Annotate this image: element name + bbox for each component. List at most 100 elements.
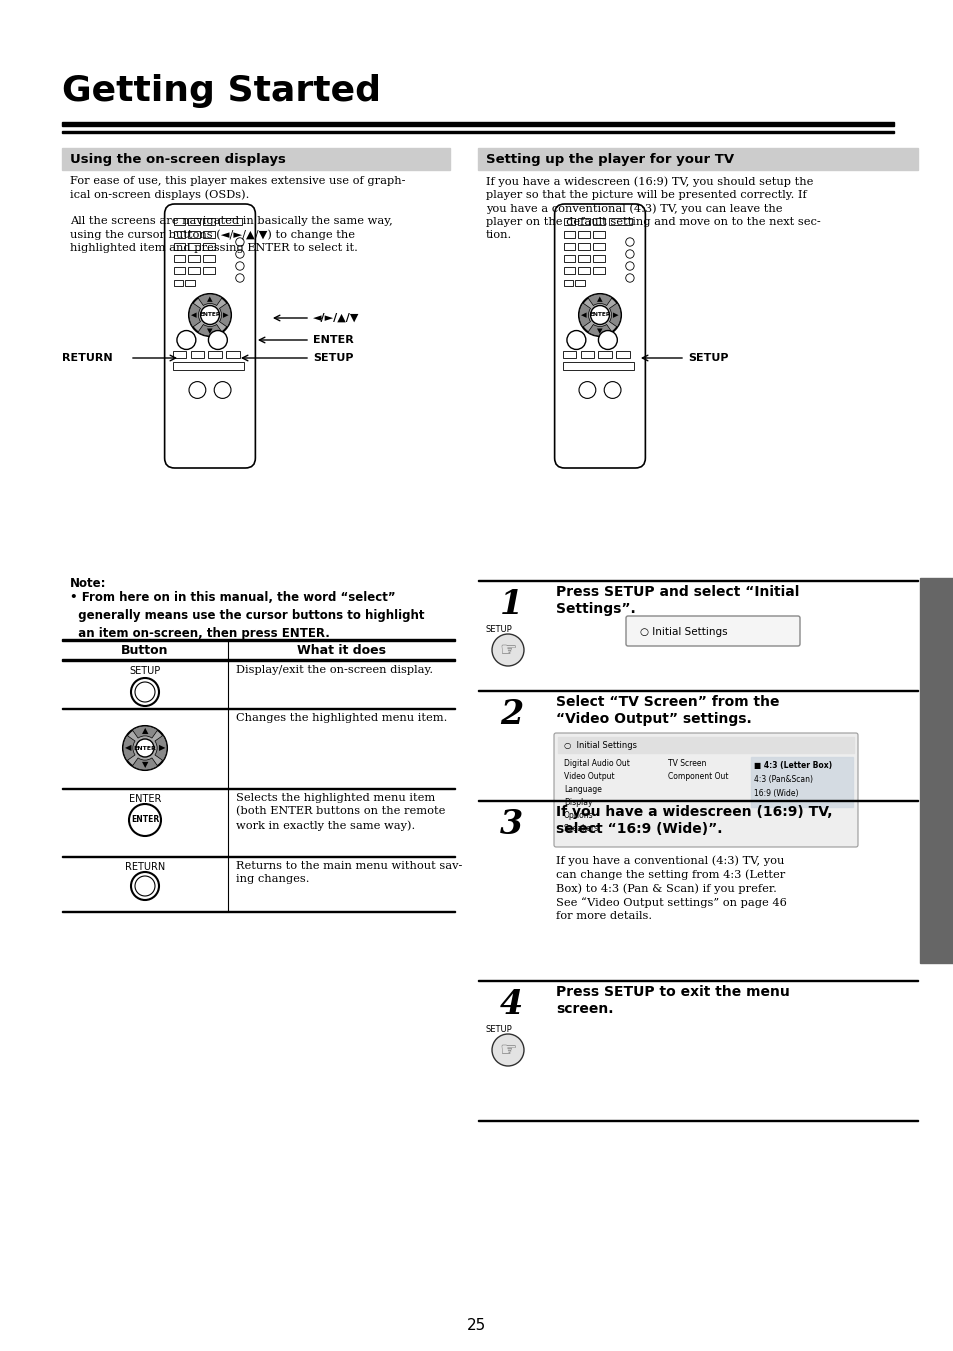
Bar (563, 254, 575, 262)
Circle shape (135, 875, 154, 896)
Text: ◀: ◀ (192, 312, 197, 317)
Bar (593, 266, 604, 274)
Text: SETUP: SETUP (130, 666, 160, 676)
Bar (203, 243, 214, 250)
Wedge shape (132, 758, 157, 770)
Circle shape (189, 381, 206, 399)
Circle shape (235, 250, 244, 258)
Text: Press SETUP and select “Initial
Settings”.: Press SETUP and select “Initial Settings… (556, 585, 799, 616)
Text: Getting Started: Getting Started (62, 74, 380, 108)
Circle shape (123, 725, 167, 770)
Bar (477, 689, 917, 690)
Text: Setting up the player for your TV: Setting up the player for your TV (485, 154, 734, 166)
Circle shape (235, 274, 244, 282)
Bar (173, 218, 185, 226)
Text: Language: Language (563, 785, 601, 794)
Bar (189, 231, 200, 238)
Bar (477, 149, 917, 170)
Bar (477, 800, 917, 801)
FancyBboxPatch shape (554, 204, 644, 467)
Bar (218, 218, 242, 226)
Bar (62, 149, 450, 170)
Circle shape (578, 381, 596, 399)
Text: If you have a conventional (4:3) TV, you
can change the setting from 4:3 (Letter: If you have a conventional (4:3) TV, you… (556, 855, 786, 921)
Text: What it does: What it does (296, 644, 386, 658)
Text: Video Output: Video Output (563, 771, 614, 781)
Text: If you have a widescreen (16:9) TV, you should setup the
player so that the pict: If you have a widescreen (16:9) TV, you … (485, 176, 820, 240)
Circle shape (208, 331, 227, 350)
Bar (185, 280, 194, 286)
Text: Returns to the main menu without sav-
ing changes.: Returns to the main menu without sav- in… (235, 861, 462, 884)
Text: ■ 4:3 (Letter Box): ■ 4:3 (Letter Box) (753, 761, 831, 770)
Circle shape (625, 238, 634, 246)
Bar (750, 757, 852, 807)
Wedge shape (123, 735, 135, 761)
FancyBboxPatch shape (554, 734, 857, 847)
Bar (173, 280, 183, 286)
Text: 3: 3 (499, 808, 522, 842)
Text: 1: 1 (499, 588, 522, 621)
Bar (62, 122, 893, 126)
Wedge shape (219, 303, 231, 327)
Bar (62, 131, 893, 132)
Text: Note:: Note: (70, 577, 107, 590)
Bar (563, 266, 575, 274)
Circle shape (131, 871, 159, 900)
Text: ENTER: ENTER (589, 312, 610, 317)
Wedge shape (587, 295, 612, 305)
Text: ENTER: ENTER (133, 746, 156, 751)
Wedge shape (132, 725, 157, 738)
Circle shape (492, 634, 523, 666)
Text: For ease of use, this player makes extensive use of graph-
ical on-screen displa: For ease of use, this player makes exten… (70, 176, 405, 200)
Bar (578, 266, 589, 274)
Bar (563, 280, 573, 286)
Bar (189, 218, 200, 226)
Bar (208, 351, 222, 358)
Text: 4: 4 (499, 988, 522, 1021)
Wedge shape (197, 295, 222, 305)
Text: SETUP: SETUP (687, 353, 728, 363)
Bar (578, 218, 589, 226)
FancyBboxPatch shape (165, 204, 255, 467)
Circle shape (492, 1034, 523, 1066)
Wedge shape (587, 324, 612, 336)
Bar (593, 218, 604, 226)
Bar (558, 738, 853, 753)
Text: ◀: ◀ (125, 743, 132, 753)
Bar (203, 254, 214, 262)
Bar (563, 218, 575, 226)
Text: ▲: ▲ (142, 727, 148, 735)
Bar (62, 659, 455, 661)
Text: Using the on-screen displays: Using the on-screen displays (70, 154, 286, 166)
Wedge shape (197, 324, 222, 336)
Text: Changes the highlighted menu item.: Changes the highlighted menu item. (235, 713, 447, 723)
Text: ○  Initial Settings: ○ Initial Settings (563, 740, 637, 750)
Bar (563, 231, 575, 238)
Bar (189, 254, 200, 262)
Bar (578, 231, 589, 238)
Text: ▼: ▼ (207, 328, 213, 334)
Text: All the screens are navigated in basically the same way,
using the cursor button: All the screens are navigated in basical… (70, 216, 393, 253)
Text: Options: Options (563, 811, 593, 820)
Text: Speakers: Speakers (563, 824, 598, 834)
Circle shape (214, 381, 231, 399)
Bar (575, 280, 584, 286)
Text: RETURN: RETURN (62, 353, 112, 363)
Circle shape (131, 678, 159, 707)
Bar (562, 362, 634, 370)
Circle shape (598, 331, 617, 350)
Text: ◀: ◀ (580, 312, 586, 317)
FancyBboxPatch shape (625, 616, 800, 646)
Text: ▶: ▶ (158, 743, 165, 753)
Text: ENTER: ENTER (129, 794, 161, 804)
Circle shape (590, 305, 609, 324)
Text: If you have a widescreen (16:9) TV,
select “16:9 (Wide)”.: If you have a widescreen (16:9) TV, sele… (556, 805, 832, 836)
Text: ▲: ▲ (597, 296, 602, 303)
Text: TV Screen: TV Screen (667, 759, 705, 767)
Bar (173, 243, 185, 250)
Text: ▼: ▼ (597, 328, 602, 334)
Text: Display: Display (563, 798, 592, 807)
Text: ○ Initial Settings: ○ Initial Settings (639, 627, 727, 638)
Text: Component Out: Component Out (667, 771, 728, 781)
Bar (189, 266, 200, 274)
